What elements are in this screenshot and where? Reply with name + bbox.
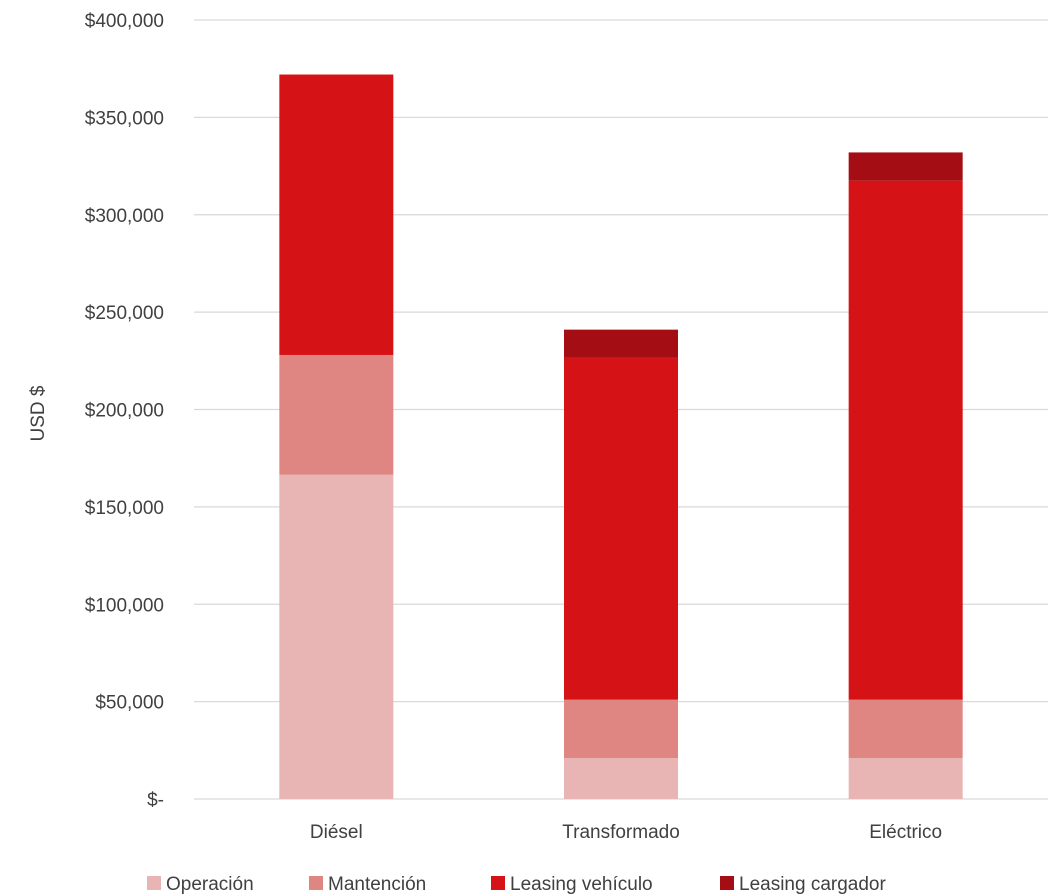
y-tick-label: $- [147,790,164,811]
x-axis-ticks: Diésel Transformado Eléctrico [310,822,942,843]
bars [279,74,963,799]
legend-label-mantencion: Mantención [328,874,426,895]
legend-swatch-mantencion [309,876,323,890]
x-tick-label: Diésel [310,822,363,843]
legend-label-leasing-vehiculo: Leasing vehículo [510,874,653,895]
bar-electrico-mantencion [848,699,963,759]
y-tick-label: $400,000 [85,11,164,32]
y-axis-ticks: $- $50,000 $100,000 $150,000 $200,000 $250,00… [85,11,164,811]
legend-swatch-leasing-cargador [720,876,734,890]
bar-electrico-operacion [848,758,963,799]
legend-swatch-operacion [147,876,161,890]
legend-label-operacion: Operación [166,874,254,895]
legend: Operación Mantención Leasing vehículo Leasi… [147,874,886,895]
x-tick-label: Eléctrico [869,822,942,843]
bar-transformado-operacion [564,758,678,799]
x-tick-label: Transformado [562,822,680,843]
y-axis-title: USD $ [28,385,49,441]
bar-diesel-operacion [279,474,394,799]
y-tick-label: $200,000 [85,401,164,422]
bar-electrico-leasing-cargador [848,152,963,181]
y-tick-label: $300,000 [85,206,164,227]
y-tick-label: $50,000 [95,693,164,714]
legend-swatch-leasing-vehiculo [491,876,505,890]
y-tick-label: $250,000 [85,303,164,324]
bar-transformado-leasing-cargador [564,329,678,358]
y-tick-label: $150,000 [85,498,164,519]
legend-label-leasing-cargador: Leasing cargador [739,874,886,895]
bar-transformado-leasing-vehiculo [564,357,678,700]
bar-diesel-mantencion [279,354,394,475]
bar-transformado-mantencion [564,699,678,759]
bar-electrico-leasing-vehiculo [848,180,963,700]
bar-diesel-leasing-vehiculo [279,74,394,355]
y-tick-label: $350,000 [85,108,164,129]
y-tick-label: $100,000 [85,595,164,616]
